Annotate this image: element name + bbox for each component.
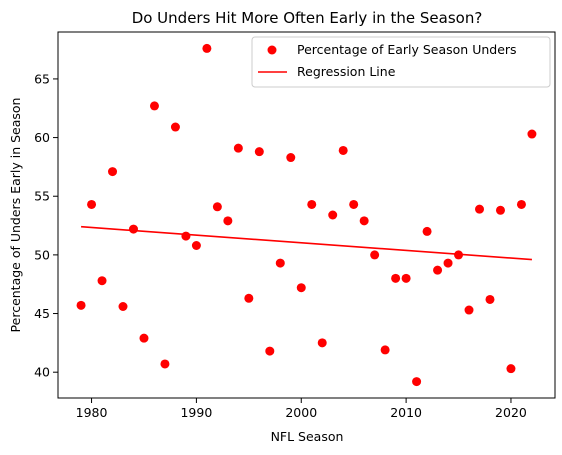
- data-point: [265, 346, 275, 356]
- y-tick-label: 55: [34, 189, 50, 204]
- data-point: [296, 283, 306, 293]
- data-point: [370, 250, 380, 260]
- data-point: [223, 216, 233, 226]
- data-point: [433, 265, 443, 275]
- data-point: [527, 129, 537, 139]
- data-point: [475, 204, 485, 214]
- data-point: [495, 205, 505, 215]
- data-point: [87, 199, 97, 209]
- data-point: [422, 226, 432, 236]
- data-point: [412, 377, 422, 387]
- data-point: [485, 294, 495, 304]
- data-point: [286, 153, 296, 163]
- data-point: [76, 300, 86, 310]
- y-tick-label: 50: [34, 247, 50, 262]
- y-tick-label: 65: [34, 71, 50, 86]
- legend: Percentage of Early Season Unders Regres…: [251, 36, 551, 88]
- legend-label-scatter: Percentage of Early Season Unders: [297, 42, 517, 57]
- data-point: [149, 101, 159, 111]
- data-point: [191, 241, 201, 250]
- data-point: [108, 167, 118, 177]
- x-tick-label: 2020: [495, 405, 527, 420]
- x-tick-label: 1980: [76, 405, 108, 420]
- data-point: [317, 338, 327, 348]
- legend-marker-scatter: [267, 45, 277, 55]
- data-point: [328, 210, 338, 220]
- legend-label-line: Regression Line: [297, 64, 396, 79]
- data-point: [97, 276, 107, 286]
- chart-title: Do Unders Hit More Often Early in the Se…: [132, 9, 483, 27]
- data-point: [401, 273, 411, 283]
- data-point: [160, 359, 170, 369]
- data-point: [254, 147, 264, 157]
- x-tick-label: 1990: [180, 405, 212, 420]
- data-point: [338, 145, 348, 155]
- data-point: [244, 293, 254, 303]
- data-point: [391, 273, 401, 283]
- data-point: [349, 199, 359, 209]
- y-axis: 40 45 50 55 60 65: [34, 71, 58, 380]
- x-axis: 1980 1990 2000 2010 2020: [76, 398, 527, 420]
- data-point: [202, 43, 212, 53]
- data-point: [307, 199, 317, 209]
- data-point: [170, 122, 180, 132]
- data-point: [454, 250, 464, 260]
- scatter-series: [76, 43, 537, 387]
- y-axis-label: Percentage of Unders Early in Season: [8, 98, 23, 333]
- data-point: [506, 364, 516, 374]
- data-point: [139, 333, 149, 343]
- data-point: [212, 202, 222, 212]
- data-point: [118, 302, 128, 311]
- y-tick-label: 40: [34, 365, 50, 380]
- x-tick-label: 2010: [390, 405, 422, 420]
- x-tick-label: 2000: [285, 405, 317, 420]
- legend-box: [251, 36, 551, 88]
- data-point: [275, 258, 285, 268]
- x-axis-label: NFL Season: [271, 429, 344, 444]
- y-tick-label: 45: [34, 306, 50, 321]
- data-point: [516, 199, 526, 209]
- data-point: [380, 345, 390, 355]
- data-point: [359, 216, 369, 226]
- data-point: [233, 143, 243, 153]
- data-point: [464, 305, 474, 315]
- y-tick-label: 60: [34, 130, 50, 145]
- data-point: [181, 231, 191, 241]
- data-point: [443, 258, 453, 268]
- data-point: [128, 224, 138, 234]
